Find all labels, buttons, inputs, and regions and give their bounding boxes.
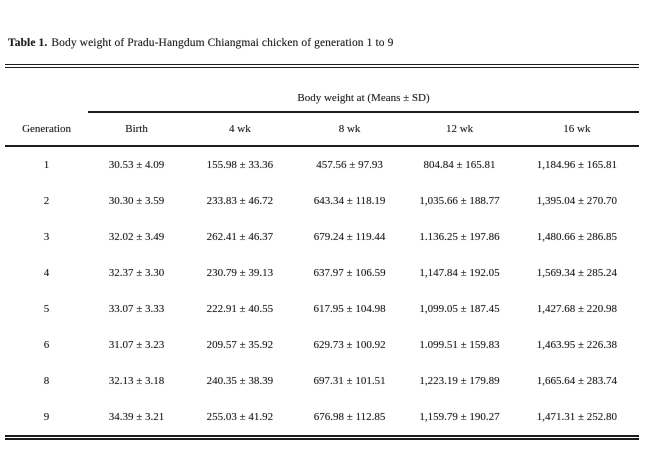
body-weight-table: Body weight at (Means ± SD) Generation Bi…: [5, 64, 639, 440]
value-cell: 1,395.04 ± 270.70: [536, 195, 617, 207]
value-cell: 1.099.51 ± 159.83: [419, 339, 500, 351]
value-cell: 34.39 ± 3.21: [108, 411, 165, 423]
column-header-birth: Birth: [88, 112, 186, 147]
value-cell: 209.57 ± 35.92: [206, 339, 274, 351]
value-cell: 233.83 ± 46.72: [206, 195, 274, 207]
table-row: 9 34.39 ± 3.21 255.03 ± 41.92 676.98 ± 112.…: [5, 399, 639, 438]
value-cell: 804.84 ± 165.81: [423, 159, 496, 171]
column-header-8-wk: 8 wk: [294, 112, 405, 147]
value-cell: 1,035.66 ± 188.77: [419, 195, 500, 207]
value-cell: 33.07 ± 3.33: [108, 303, 165, 315]
generation-cell: 1: [43, 159, 50, 171]
value-cell: 32.02 ± 3.49: [108, 231, 165, 243]
table-caption: Table 1. Body weight of Pradu-Hangdum Chi…: [8, 37, 393, 49]
value-cell: 617.95 ± 104.98: [313, 303, 386, 315]
table-row: 2 30.30 ± 3.59 233.83 ± 46.72 643.34 ± 118.…: [5, 183, 639, 219]
value-cell: 1,147.84 ± 192.05: [419, 267, 500, 279]
value-cell: 1,665.64 ± 283.74: [536, 375, 617, 387]
table-caption-text: Body weight of Pradu-Hangdum Chiangmai c…: [51, 37, 394, 49]
table-body: 1 30.53 ± 4.09 155.98 ± 33.36 457.56 ± 97.9…: [5, 146, 639, 438]
value-cell: 1,159.79 ± 190.27: [419, 411, 500, 423]
generation-cell: 8: [43, 375, 50, 387]
table-caption-label: Table 1.: [8, 37, 48, 49]
table-row: 3 32.02 ± 3.49 262.41 ± 46.37 679.24 ± 119.…: [5, 219, 639, 255]
value-cell: 637.97 ± 106.59: [313, 267, 386, 279]
value-cell: 32.37 ± 3.30: [108, 267, 165, 279]
value-cell: 1,480.66 ± 286.85: [536, 231, 617, 243]
value-cell: 240.35 ± 38.39: [206, 375, 274, 387]
value-cell: 1,463.95 ± 226.38: [536, 339, 617, 351]
value-cell: 457.56 ± 97.93: [316, 159, 383, 171]
generation-cell: 2: [43, 195, 50, 207]
table-row: 5 33.07 ± 3.33 222.91 ± 40.55 617.95 ± 104.…: [5, 291, 639, 327]
generation-cell: 6: [43, 339, 50, 351]
span-header-row: Body weight at (Means ± SD): [5, 66, 639, 113]
value-cell: 230.79 ± 39.13: [206, 267, 274, 279]
table-row: 8 32.13 ± 3.18 240.35 ± 38.39 697.31 ± 101.…: [5, 363, 639, 399]
table-header: Body weight at (Means ± SD) Generation Bi…: [5, 66, 639, 147]
span-header: Body weight at (Means ± SD): [88, 66, 639, 113]
generation-cell: 3: [43, 231, 50, 243]
value-cell: 1,223.19 ± 179.89: [419, 375, 500, 387]
generation-cell: 5: [43, 303, 50, 315]
value-cell: 1.136.25 ± 197.86: [419, 231, 500, 243]
value-cell: 30.30 ± 3.59: [108, 195, 165, 207]
value-cell: 1,471.31 ± 252.80: [536, 411, 617, 423]
value-cell: 1,184.96 ± 165.81: [536, 159, 617, 171]
corner-cell: [5, 66, 88, 112]
table-row: 6 31.07 ± 3.23 209.57 ± 35.92 629.73 ± 100.…: [5, 327, 639, 363]
value-cell: 32.13 ± 3.18: [108, 375, 165, 387]
column-header-4-wk: 4 wk: [185, 112, 295, 147]
value-cell: 31.07 ± 3.23: [108, 339, 165, 351]
value-cell: 155.98 ± 33.36: [206, 159, 274, 171]
table-row: 4 32.37 ± 3.30 230.79 ± 39.13 637.97 ± 106.…: [5, 255, 639, 291]
generation-cell: 4: [43, 267, 50, 279]
value-cell: 1,427.68 ± 220.98: [536, 303, 617, 315]
value-cell: 30.53 ± 4.09: [108, 159, 165, 171]
value-cell: 697.31 ± 101.51: [313, 375, 386, 387]
column-header-generation: Generation: [5, 112, 89, 147]
value-cell: 629.73 ± 100.92: [313, 339, 386, 351]
value-cell: 262.41 ± 46.37: [206, 231, 274, 243]
value-cell: 1,099.05 ± 187.45: [419, 303, 500, 315]
column-header-12-wk: 12 wk: [404, 112, 515, 147]
table-row: 1 30.53 ± 4.09 155.98 ± 33.36 457.56 ± 97.9…: [5, 146, 639, 183]
value-cell: 679.24 ± 119.44: [313, 231, 386, 243]
generation-cell: 9: [43, 411, 50, 423]
value-cell: 1,569.34 ± 285.24: [536, 267, 617, 279]
value-cell: 643.34 ± 118.19: [313, 195, 386, 207]
column-header-16-wk: 16 wk: [514, 112, 639, 147]
column-header-row: Generation Birth 4 wk 8 wk 12 wk 16 wk: [5, 112, 639, 147]
value-cell: 676.98 ± 112.85: [313, 411, 386, 423]
value-cell: 222.91 ± 40.55: [206, 303, 274, 315]
value-cell: 255.03 ± 41.92: [206, 411, 274, 423]
